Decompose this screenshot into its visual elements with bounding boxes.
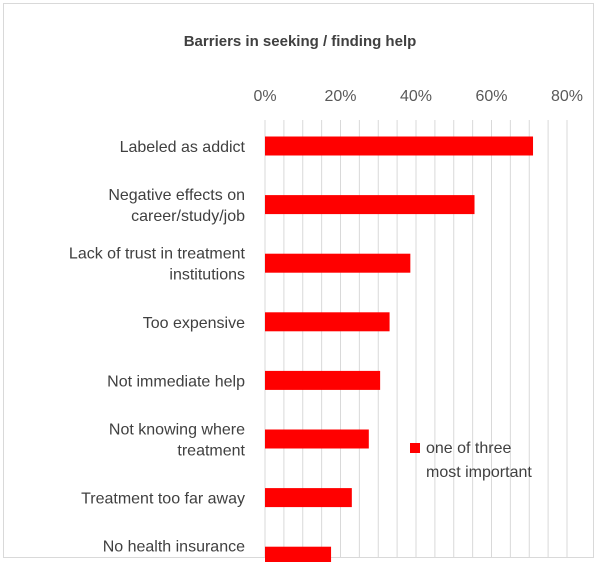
- bar: [265, 195, 475, 214]
- bars: [265, 137, 533, 562]
- category-label: Negative effects on career/study/job: [108, 187, 245, 225]
- x-axis-ticks: 0% 20% 40% 60% 80%: [253, 88, 583, 105]
- x-tick-label: 0%: [253, 88, 276, 105]
- category-labels: Labeled as addict Negative effects on care…: [69, 139, 246, 562]
- chart-title: Barriers in seeking / finding help: [184, 33, 417, 50]
- category-label: Too expensive: [143, 315, 245, 332]
- category-label: Not immediate help: [107, 373, 245, 390]
- category-label: Labeled as addict: [120, 139, 246, 156]
- legend-label: one of three most important: [426, 440, 532, 481]
- category-label: Not knowing where treatment: [109, 422, 246, 460]
- x-tick-label: 80%: [551, 88, 583, 105]
- bar: [265, 430, 369, 449]
- category-label: No health insurancecoverage: [103, 539, 245, 562]
- bar: [265, 371, 380, 390]
- category-label: Lack of trust in treatment institutions: [69, 246, 246, 284]
- bar: [265, 137, 533, 156]
- legend: one of three most important: [410, 440, 532, 481]
- bar: [265, 254, 410, 273]
- legend-swatch: [410, 443, 420, 453]
- category-label: Treatment too far away: [81, 491, 245, 508]
- bar: [265, 547, 331, 562]
- x-tick-label: 20%: [324, 88, 356, 105]
- x-tick-label: 40%: [400, 88, 432, 105]
- x-tick-label: 60%: [475, 88, 507, 105]
- bar: [265, 312, 390, 331]
- bar: [265, 488, 352, 507]
